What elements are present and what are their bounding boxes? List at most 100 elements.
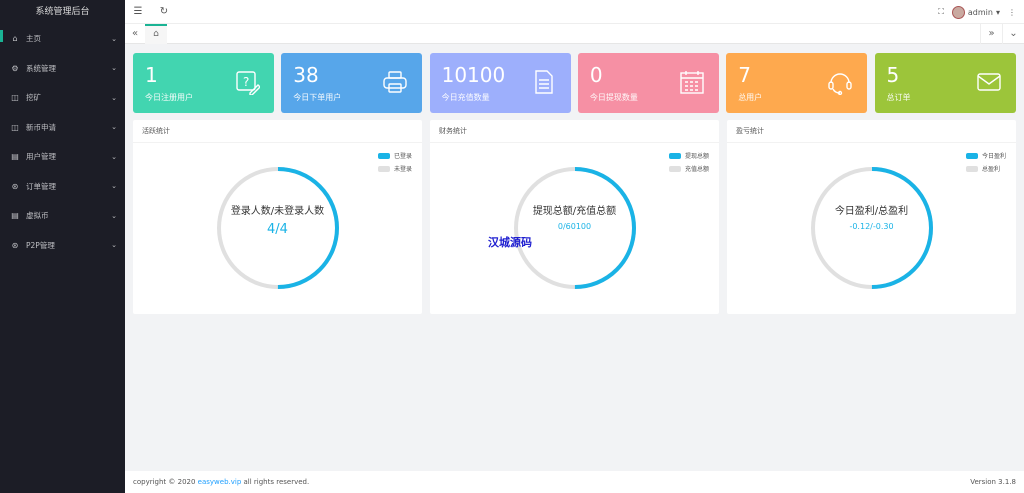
chevron-down-icon: ⌄ [111, 64, 117, 73]
box-icon: ◫ [11, 122, 19, 132]
watermark: 汉城源码 [488, 236, 532, 249]
legend-item[interactable]: 今日盈利 [965, 151, 1006, 160]
stat-card: 0 今日提现数量 [577, 53, 719, 113]
list-icon: ▤ [11, 211, 19, 221]
legend: 今日盈利 总盈利 [965, 151, 1006, 177]
sidebar-item[interactable]: ◫ 新币申请 ⌄ [0, 113, 125, 143]
stat-label: 今日下单用户 [293, 93, 342, 102]
fullscreen-icon[interactable]: ⛶ [938, 7, 944, 16]
scroll-right-icon[interactable]: » [980, 24, 1002, 44]
sidebar-item-label: 订单管理 [26, 181, 56, 191]
sidebar-item[interactable]: ◫ 挖矿 ⌄ [0, 83, 125, 113]
donut-segment[interactable] [514, 167, 636, 289]
chart-center-title: 提现总额/充值总额 [532, 206, 617, 217]
easyweb-link[interactable]: easyweb.vip [197, 478, 242, 486]
active-indicator [0, 30, 3, 42]
legend-item[interactable]: 已登录 [377, 151, 412, 160]
donut-segment[interactable] [811, 167, 933, 289]
chart-center-title: 登录人数/未登录人数 [230, 206, 325, 217]
chart-panel: 盈亏统计 今日盈利 总盈利 今日盈利/总盈利 -0.12/-0.30 [727, 120, 1016, 314]
sidebar-item-label: 新币申请 [26, 122, 56, 132]
sidebar-item[interactable]: ▤ 用户管理 ⌄ [0, 142, 125, 172]
chart-center-value: 0/60100 [557, 222, 592, 231]
user-menu[interactable]: admin ▾ [951, 5, 1000, 19]
gear-icon: ⚙ [11, 63, 19, 73]
stat-card: 7 总用户 [726, 53, 868, 113]
stat-card: 38 今日下单用户 [281, 53, 423, 113]
legend: 已登录 未登录 [377, 151, 412, 177]
more-icon[interactable]: ⋮ [1008, 7, 1016, 17]
chart-panel: 活跃统计 已登录 未登录 登录人数/未登录人数 4/4 [133, 120, 422, 314]
chart-panel: 财务统计 提现总额 充值总额 提现总额/充值总额 0/60100 [430, 120, 719, 314]
tab-home[interactable]: ⌂ [145, 23, 167, 44]
stat-label: 总用户 [738, 93, 763, 102]
legend-label: 充值总额 [684, 166, 709, 173]
footer: copyright © 2020 easyweb.vip all rights … [125, 471, 1024, 493]
stat-value: 38 [293, 63, 319, 87]
list-icon: ▤ [11, 152, 19, 162]
legend: 提现总额 充值总额 [668, 151, 709, 177]
chart-center-value: -0.12/-0.30 [849, 222, 894, 231]
panel-title: 活跃统计 [133, 120, 422, 143]
panel-title: 盈亏统计 [727, 120, 1016, 143]
sidebar-item-label: 用户管理 [26, 152, 56, 162]
chevron-down-icon: ⌄ [111, 34, 117, 43]
tab-options-chevron-icon[interactable]: ⌄ [1002, 24, 1024, 44]
home-icon: ⌂ [153, 28, 159, 39]
sidebar-item-label: 虚拟币 [26, 211, 49, 221]
stat-card: 5 总订单 [874, 53, 1016, 113]
sidebar-item-label: 主页 [26, 34, 41, 44]
stat-card: 10100 今日充值数量 [429, 53, 571, 113]
printer-icon [383, 71, 407, 93]
legend-item[interactable]: 总盈利 [965, 164, 1006, 173]
headset-icon [828, 73, 852, 95]
stat-value: 5 [886, 63, 900, 87]
box-icon: ◫ [11, 93, 19, 103]
sidebar-item[interactable]: ▤ 虚拟币 ⌄ [0, 201, 125, 231]
scroll-left-icon[interactable]: « [131, 28, 139, 39]
username: admin [967, 7, 993, 17]
svg-text:?: ? [243, 75, 249, 89]
chevron-down-icon: ⌄ [111, 93, 117, 102]
stat-label: 今日注册用户 [145, 93, 193, 102]
stat-label: 今日提现数量 [589, 93, 638, 102]
mail-icon [976, 73, 1001, 91]
top-bar: ☰ ↻ ⛶ admin ▾ ⋮ [125, 0, 1024, 24]
home-icon: ⌂ [12, 34, 18, 44]
sidebar-item[interactable]: ⊛ 订单管理 ⌄ [0, 172, 125, 202]
stat-label: 今日充值数量 [441, 93, 490, 102]
avatar [951, 5, 965, 19]
sidebar: 系统管理后台 ⌂ 主页 ⌄ ⚙ 系统管理 ⌄ ◫ 挖矿 ⌄ ◫ 新币申请 ⌄ ▤ 用户管理 ⌄ ⊛ 订单管理 ⌄ ▤… [0, 0, 125, 493]
donut-segment[interactable] [217, 167, 339, 289]
legend-label: 已登录 [393, 153, 412, 160]
chart-center-title: 今日盈利/总盈利 [834, 206, 909, 217]
tabs-bar: « ⌂ » ⌄ [125, 23, 1024, 44]
sidebar-item[interactable]: ⊛ P2P管理 ⌄ [0, 231, 125, 261]
chevron-down-icon: ⌄ [111, 152, 117, 161]
chevron-down-icon: ⌄ [111, 182, 117, 191]
donut-chart [811, 167, 933, 289]
edit-question-icon: ? [236, 71, 260, 95]
caret-down-icon: ▾ [995, 7, 1000, 17]
stat-value: 7 [738, 63, 751, 87]
legend-label: 提现总额 [684, 153, 709, 160]
version: Version 3.1.8 [970, 478, 1016, 486]
panel-title: 财务统计 [430, 120, 719, 143]
sidebar-item-label: 挖矿 [26, 93, 41, 103]
sidebar-item-label: P2P管理 [26, 240, 55, 250]
app-title: 系统管理后台 [35, 7, 90, 17]
stat-label: 总订单 [886, 93, 911, 102]
sidebar-item[interactable]: ⚙ 系统管理 ⌄ [0, 54, 125, 84]
collapse-menu-icon[interactable]: ☰ [133, 6, 143, 17]
stat-value: 10100 [441, 63, 506, 87]
chart-center-value: 4/4 [267, 222, 288, 237]
legend-item[interactable]: 提现总额 [668, 151, 709, 160]
legend-item[interactable]: 未登录 [377, 164, 412, 173]
copyright-prefix: copyright © 2020 [133, 478, 198, 486]
sidebar-item[interactable]: ⌂ 主页 ⌄ [0, 24, 125, 54]
chevron-down-icon: ⌄ [111, 241, 117, 250]
legend-item[interactable]: 充值总额 [668, 164, 709, 173]
circle-icon: ⊛ [11, 181, 19, 191]
stat-card: 1 今日注册用户? [133, 53, 274, 113]
refresh-icon[interactable]: ↻ [159, 6, 169, 17]
